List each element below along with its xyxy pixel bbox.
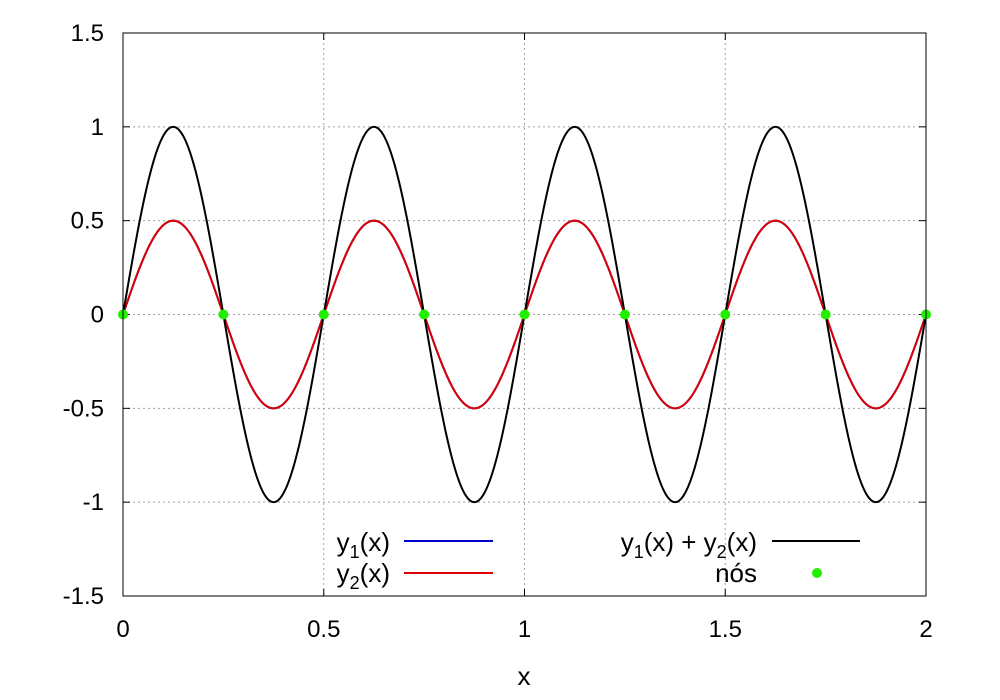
series-layer: [118, 125, 931, 504]
legend: y1(x) y2(x) y1(x) + y2(x) nós: [337, 527, 860, 593]
x-tick-label: 1.5: [709, 616, 742, 643]
node-point: [820, 309, 831, 320]
x-tick-label: 1: [518, 616, 531, 643]
node-point: [619, 309, 630, 320]
x-axis-label: x: [518, 661, 531, 691]
y-tick-label: -1.5: [63, 583, 104, 610]
y-tick-label: 1.5: [71, 20, 104, 47]
legend-label-y1: y1(x): [337, 527, 390, 562]
legend-label-nos: nós: [715, 558, 757, 588]
legend-label-y2: y2(x): [337, 558, 390, 593]
y-tick-label: 0.5: [71, 208, 104, 235]
node-point: [720, 309, 731, 320]
y-tick-label: -0.5: [63, 395, 104, 422]
y-tick-label: 1: [91, 114, 104, 141]
node-point: [419, 309, 430, 320]
y-tick-label: 0: [91, 302, 104, 329]
legend-label-sum: y1(x) + y2(x): [621, 527, 757, 562]
plot-frame: [122, 32, 927, 597]
x-tick-label: 2: [919, 616, 932, 643]
node-point: [218, 309, 229, 320]
y-tick-label: -1: [83, 489, 104, 516]
x-tick-label: 0: [116, 616, 129, 643]
node-point: [318, 309, 329, 320]
node-point: [519, 309, 530, 320]
legend-marker-nos: [812, 568, 822, 578]
x-tick-label: 0.5: [307, 616, 340, 643]
tick-labels: 0 0.5 1 1.5 2 -1.5 -1 -0.5 0 0.5 1 1.5: [63, 20, 933, 643]
